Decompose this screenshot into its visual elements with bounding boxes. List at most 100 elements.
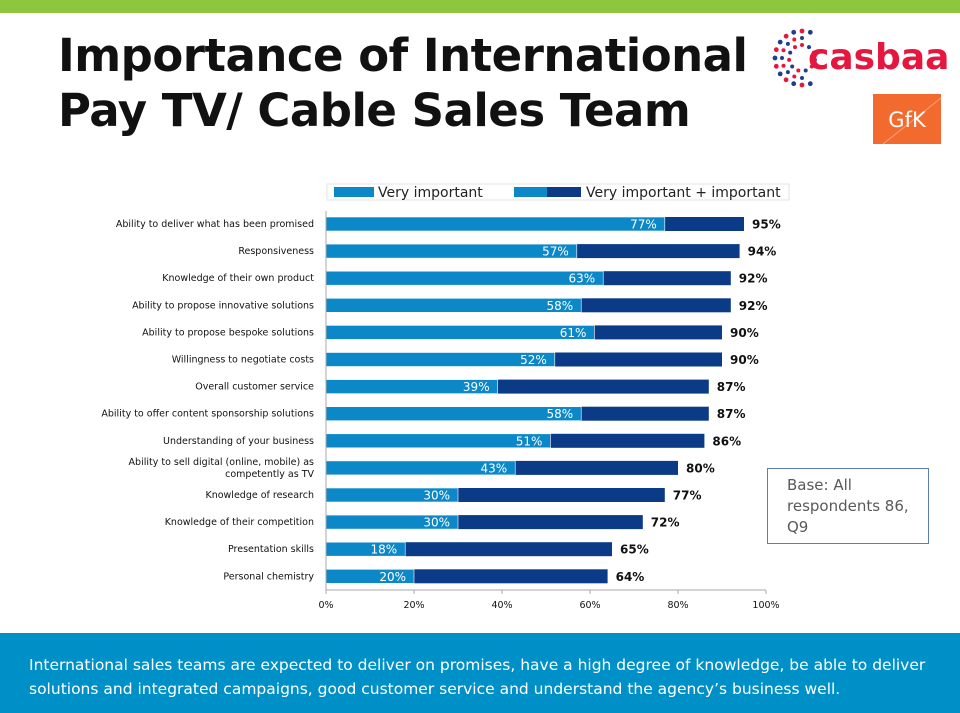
data-label-very-important-plus-important: 92% — [739, 272, 768, 286]
casbaa-logo: casbaa — [772, 28, 948, 88]
casbaa-logo-dot — [807, 45, 811, 50]
data-label-very-important: 30% — [423, 489, 450, 503]
category-label: Knowledge of their competition — [165, 517, 314, 528]
bar-very-important — [325, 325, 595, 340]
bar-very-important — [325, 406, 582, 421]
legend-label-very-important: Very important — [378, 185, 483, 201]
data-label-very-important: 43% — [481, 461, 508, 475]
gfk-logo: GfK — [873, 94, 941, 144]
casbaa-logo-dot — [773, 63, 779, 69]
slide-title: Importance of International Pay TV/ Cabl… — [58, 28, 748, 138]
importance-bar-chart: Very important Very important + importan… — [101, 183, 790, 611]
bar-very-important — [325, 270, 604, 286]
legend-swatch-very-important — [334, 187, 374, 197]
data-label-very-important: 61% — [560, 326, 587, 340]
category-label: competently as TV — [225, 469, 314, 480]
casbaa-logo-dot — [800, 76, 804, 80]
casbaa-logo-dot — [809, 64, 814, 69]
casbaa-logo-dot — [780, 56, 784, 60]
casbaa-logo-dot — [807, 81, 813, 87]
casbaa-logo-dot — [791, 29, 797, 35]
data-label-very-important: 20% — [379, 570, 406, 584]
category-label: Overall customer service — [195, 382, 314, 393]
x-tick-label: 20% — [403, 600, 424, 611]
data-label-very-important-plus-important: 92% — [739, 299, 768, 313]
data-label-very-important: 52% — [520, 353, 547, 367]
category-label: Ability to propose bespoke solutions — [142, 327, 314, 338]
casbaa-logo-dot — [785, 41, 790, 46]
gfk-logo-text: GfK — [888, 108, 927, 132]
casbaa-logo-dot — [800, 43, 804, 47]
bar-very-important — [325, 243, 578, 259]
casbaa-logo-dot — [772, 55, 778, 61]
data-label-very-important-plus-important: 87% — [717, 380, 746, 394]
category-label: Ability to propose innovative solutions — [132, 300, 314, 311]
casbaa-logo-dot — [803, 68, 808, 73]
category-label: Knowledge of research — [205, 490, 314, 501]
footer-summary: International sales teams are expected t… — [0, 633, 960, 713]
casbaa-logo-dot — [811, 50, 816, 55]
legend-swatch-very-important-plus-important-light — [514, 187, 547, 197]
category-label: Ability to sell digital (online, mobile)… — [129, 457, 315, 468]
legend-label-very-important-plus-important: Very important + important — [586, 185, 781, 201]
casbaa-logo-dot — [783, 77, 789, 83]
casbaa-logo-dot — [812, 57, 817, 62]
casbaa-logo-dot — [788, 50, 793, 55]
category-label: Presentation skills — [228, 544, 314, 555]
base-note-box: Base: All respondents 86, Q9 — [767, 468, 929, 544]
x-tick-label: 60% — [579, 600, 600, 611]
casbaa-dot-ring — [772, 28, 817, 88]
chart-bars: 77% 95% Ability to deliver what has been p… — [101, 216, 781, 584]
data-label-very-important-plus-important: 77% — [673, 489, 702, 503]
x-tick-label: 100% — [752, 600, 779, 611]
category-label: Responsiveness — [238, 246, 314, 257]
casbaa-logo-dot — [796, 68, 801, 73]
data-label-very-important: 30% — [423, 516, 450, 530]
x-tick-label: 40% — [491, 600, 512, 611]
data-label-very-important: 58% — [547, 407, 574, 421]
data-label-very-important: 58% — [547, 299, 574, 313]
x-axis: 0% 20% 40% 60% 80% 100% — [318, 211, 780, 611]
data-label-very-important: 63% — [569, 272, 596, 286]
casbaa-logo-dot — [787, 57, 792, 62]
category-label: Understanding of your business — [163, 436, 314, 447]
data-label-very-important: 39% — [463, 380, 490, 394]
data-label-very-important-plus-important: 95% — [752, 218, 781, 232]
x-tick-label: 80% — [667, 600, 688, 611]
casbaa-logo-dot — [792, 37, 797, 42]
data-label-very-important-plus-important: 87% — [717, 407, 746, 421]
title-line-1: Importance of International — [58, 29, 748, 82]
casbaa-logo-dot — [791, 81, 797, 87]
data-label-very-important-plus-important: 65% — [620, 543, 649, 557]
casbaa-logo-dot — [777, 71, 783, 77]
casbaa-logo-dot — [799, 28, 805, 34]
chart-legend: Very important Very important + importan… — [326, 183, 790, 201]
casbaa-logo-dot — [785, 70, 790, 75]
casbaa-logo-dot — [781, 48, 786, 53]
category-label: Personal chemistry — [223, 571, 314, 582]
casbaa-logo-dot — [807, 29, 813, 35]
data-label-very-important: 51% — [516, 434, 543, 448]
bar-very-important — [325, 298, 582, 313]
data-label-very-important-plus-important: 90% — [730, 326, 759, 340]
data-label-very-important-plus-important: 86% — [712, 434, 741, 448]
casbaa-logo-dot — [793, 45, 797, 50]
data-label-very-important-plus-important: 90% — [730, 353, 759, 367]
casbaa-logo-dot — [773, 47, 779, 53]
x-tick-label: 0% — [318, 600, 333, 611]
data-label-very-important: 77% — [630, 218, 657, 232]
category-label: Willingness to negotiate costs — [172, 355, 314, 366]
bar-very-important — [325, 216, 666, 232]
casbaa-logo-text: casbaa — [808, 37, 948, 78]
category-label: Knowledge of their own product — [162, 273, 314, 284]
casbaa-logo-dot — [790, 64, 795, 69]
category-label: Ability to offer content sponsorship sol… — [101, 409, 314, 420]
legend-swatch-very-important-plus-important-dark — [547, 187, 581, 197]
casbaa-logo-dot — [783, 33, 789, 39]
gfk-logo-background — [873, 94, 941, 144]
casbaa-logo-dot — [781, 63, 786, 68]
casbaa-logo-dot — [777, 39, 783, 45]
category-label: Ability to deliver what has been promise… — [116, 219, 314, 230]
data-label-very-important-plus-important: 80% — [686, 461, 715, 475]
casbaa-logo-dot — [792, 74, 797, 79]
